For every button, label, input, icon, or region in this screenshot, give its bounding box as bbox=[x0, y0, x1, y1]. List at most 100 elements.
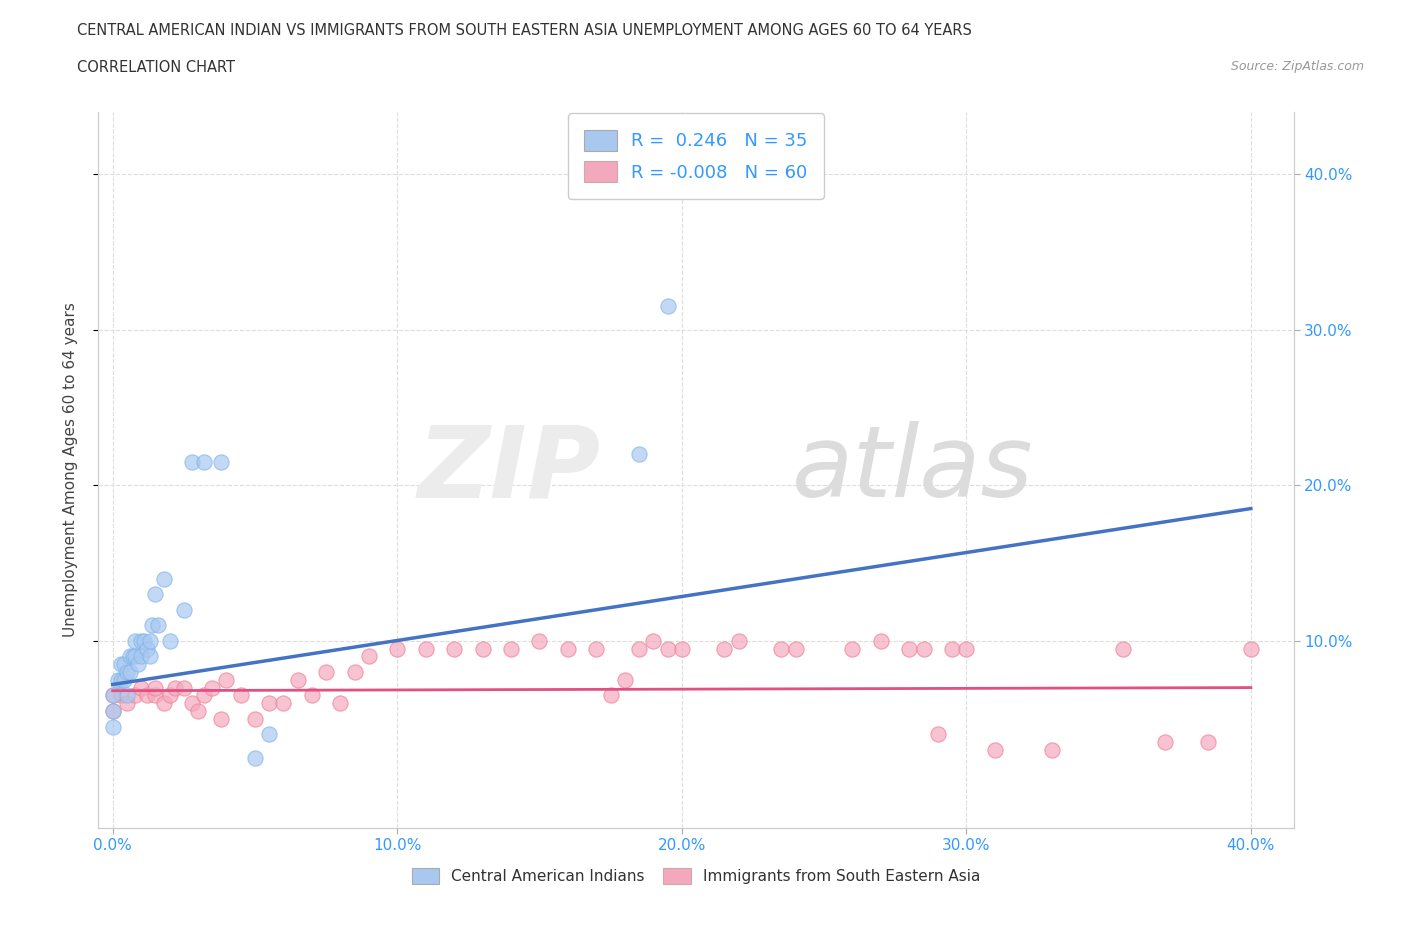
Point bbox=[193, 688, 215, 703]
Legend: Central American Indians, Immigrants from South Eastern Asia: Central American Indians, Immigrants fro… bbox=[404, 860, 988, 892]
Point bbox=[257, 696, 280, 711]
Point bbox=[657, 642, 679, 657]
Point bbox=[984, 742, 1007, 757]
Point bbox=[1040, 742, 1063, 757]
Point bbox=[599, 688, 621, 703]
Point bbox=[585, 642, 607, 657]
Y-axis label: Unemployment Among Ages 60 to 64 years: Unemployment Among Ages 60 to 64 years bbox=[63, 302, 77, 637]
Point bbox=[1240, 642, 1263, 657]
Point bbox=[229, 688, 252, 703]
Point bbox=[115, 665, 138, 680]
Point bbox=[159, 688, 181, 703]
Point bbox=[112, 672, 135, 687]
Point bbox=[129, 680, 152, 695]
Point bbox=[101, 703, 124, 718]
Point bbox=[941, 642, 963, 657]
Point bbox=[107, 672, 129, 687]
Point bbox=[471, 642, 494, 657]
Point bbox=[127, 657, 149, 671]
Point bbox=[898, 642, 921, 657]
Point bbox=[153, 571, 176, 586]
Point bbox=[115, 696, 138, 711]
Point bbox=[343, 665, 366, 680]
Point bbox=[315, 665, 337, 680]
Point bbox=[628, 446, 651, 461]
Point bbox=[643, 633, 665, 648]
Point bbox=[529, 633, 551, 648]
Point bbox=[301, 688, 323, 703]
Point bbox=[329, 696, 352, 711]
Point bbox=[143, 680, 166, 695]
Point bbox=[173, 603, 195, 618]
Point bbox=[187, 703, 209, 718]
Point bbox=[173, 680, 195, 695]
Point bbox=[785, 642, 807, 657]
Point bbox=[257, 727, 280, 742]
Point bbox=[118, 649, 141, 664]
Point bbox=[132, 633, 155, 648]
Point bbox=[101, 688, 124, 703]
Point bbox=[770, 642, 793, 657]
Text: Source: ZipAtlas.com: Source: ZipAtlas.com bbox=[1230, 60, 1364, 73]
Point bbox=[135, 688, 157, 703]
Point bbox=[101, 703, 124, 718]
Point bbox=[153, 696, 176, 711]
Point bbox=[955, 642, 977, 657]
Point bbox=[243, 751, 266, 765]
Point bbox=[118, 665, 141, 680]
Point bbox=[101, 719, 124, 734]
Point bbox=[209, 711, 232, 726]
Point bbox=[1197, 735, 1219, 750]
Point bbox=[165, 680, 187, 695]
Point bbox=[841, 642, 863, 657]
Point bbox=[141, 618, 163, 632]
Point bbox=[110, 672, 132, 687]
Point bbox=[129, 649, 152, 664]
Point bbox=[201, 680, 224, 695]
Point bbox=[112, 657, 135, 671]
Point bbox=[129, 633, 152, 648]
Point bbox=[243, 711, 266, 726]
Point bbox=[613, 672, 636, 687]
Point bbox=[443, 642, 465, 657]
Point bbox=[181, 696, 204, 711]
Point bbox=[415, 642, 437, 657]
Point bbox=[124, 633, 146, 648]
Point bbox=[138, 633, 160, 648]
Point bbox=[124, 649, 146, 664]
Point bbox=[209, 455, 232, 470]
Text: CENTRAL AMERICAN INDIAN VS IMMIGRANTS FROM SOUTH EASTERN ASIA UNEMPLOYMENT AMONG: CENTRAL AMERICAN INDIAN VS IMMIGRANTS FR… bbox=[77, 23, 972, 38]
Point bbox=[138, 649, 160, 664]
Text: atlas: atlas bbox=[792, 421, 1033, 518]
Text: CORRELATION CHART: CORRELATION CHART bbox=[77, 60, 235, 75]
Point bbox=[110, 688, 132, 703]
Point bbox=[727, 633, 749, 648]
Point bbox=[124, 688, 146, 703]
Point bbox=[115, 688, 138, 703]
Point bbox=[101, 688, 124, 703]
Point bbox=[713, 642, 735, 657]
Point bbox=[1112, 642, 1135, 657]
Point bbox=[110, 657, 132, 671]
Point bbox=[143, 587, 166, 602]
Point bbox=[628, 642, 651, 657]
Point bbox=[135, 642, 157, 657]
Point bbox=[870, 633, 893, 648]
Point bbox=[215, 672, 238, 687]
Point bbox=[912, 642, 935, 657]
Point bbox=[159, 633, 181, 648]
Point bbox=[499, 642, 522, 657]
Point bbox=[273, 696, 295, 711]
Text: ZIP: ZIP bbox=[418, 421, 600, 518]
Point bbox=[181, 455, 204, 470]
Point bbox=[148, 618, 170, 632]
Point bbox=[657, 299, 679, 313]
Point bbox=[287, 672, 309, 687]
Point bbox=[143, 688, 166, 703]
Point bbox=[357, 649, 380, 664]
Point bbox=[557, 642, 579, 657]
Point bbox=[385, 642, 409, 657]
Point bbox=[121, 649, 143, 664]
Point bbox=[927, 727, 949, 742]
Point bbox=[1154, 735, 1177, 750]
